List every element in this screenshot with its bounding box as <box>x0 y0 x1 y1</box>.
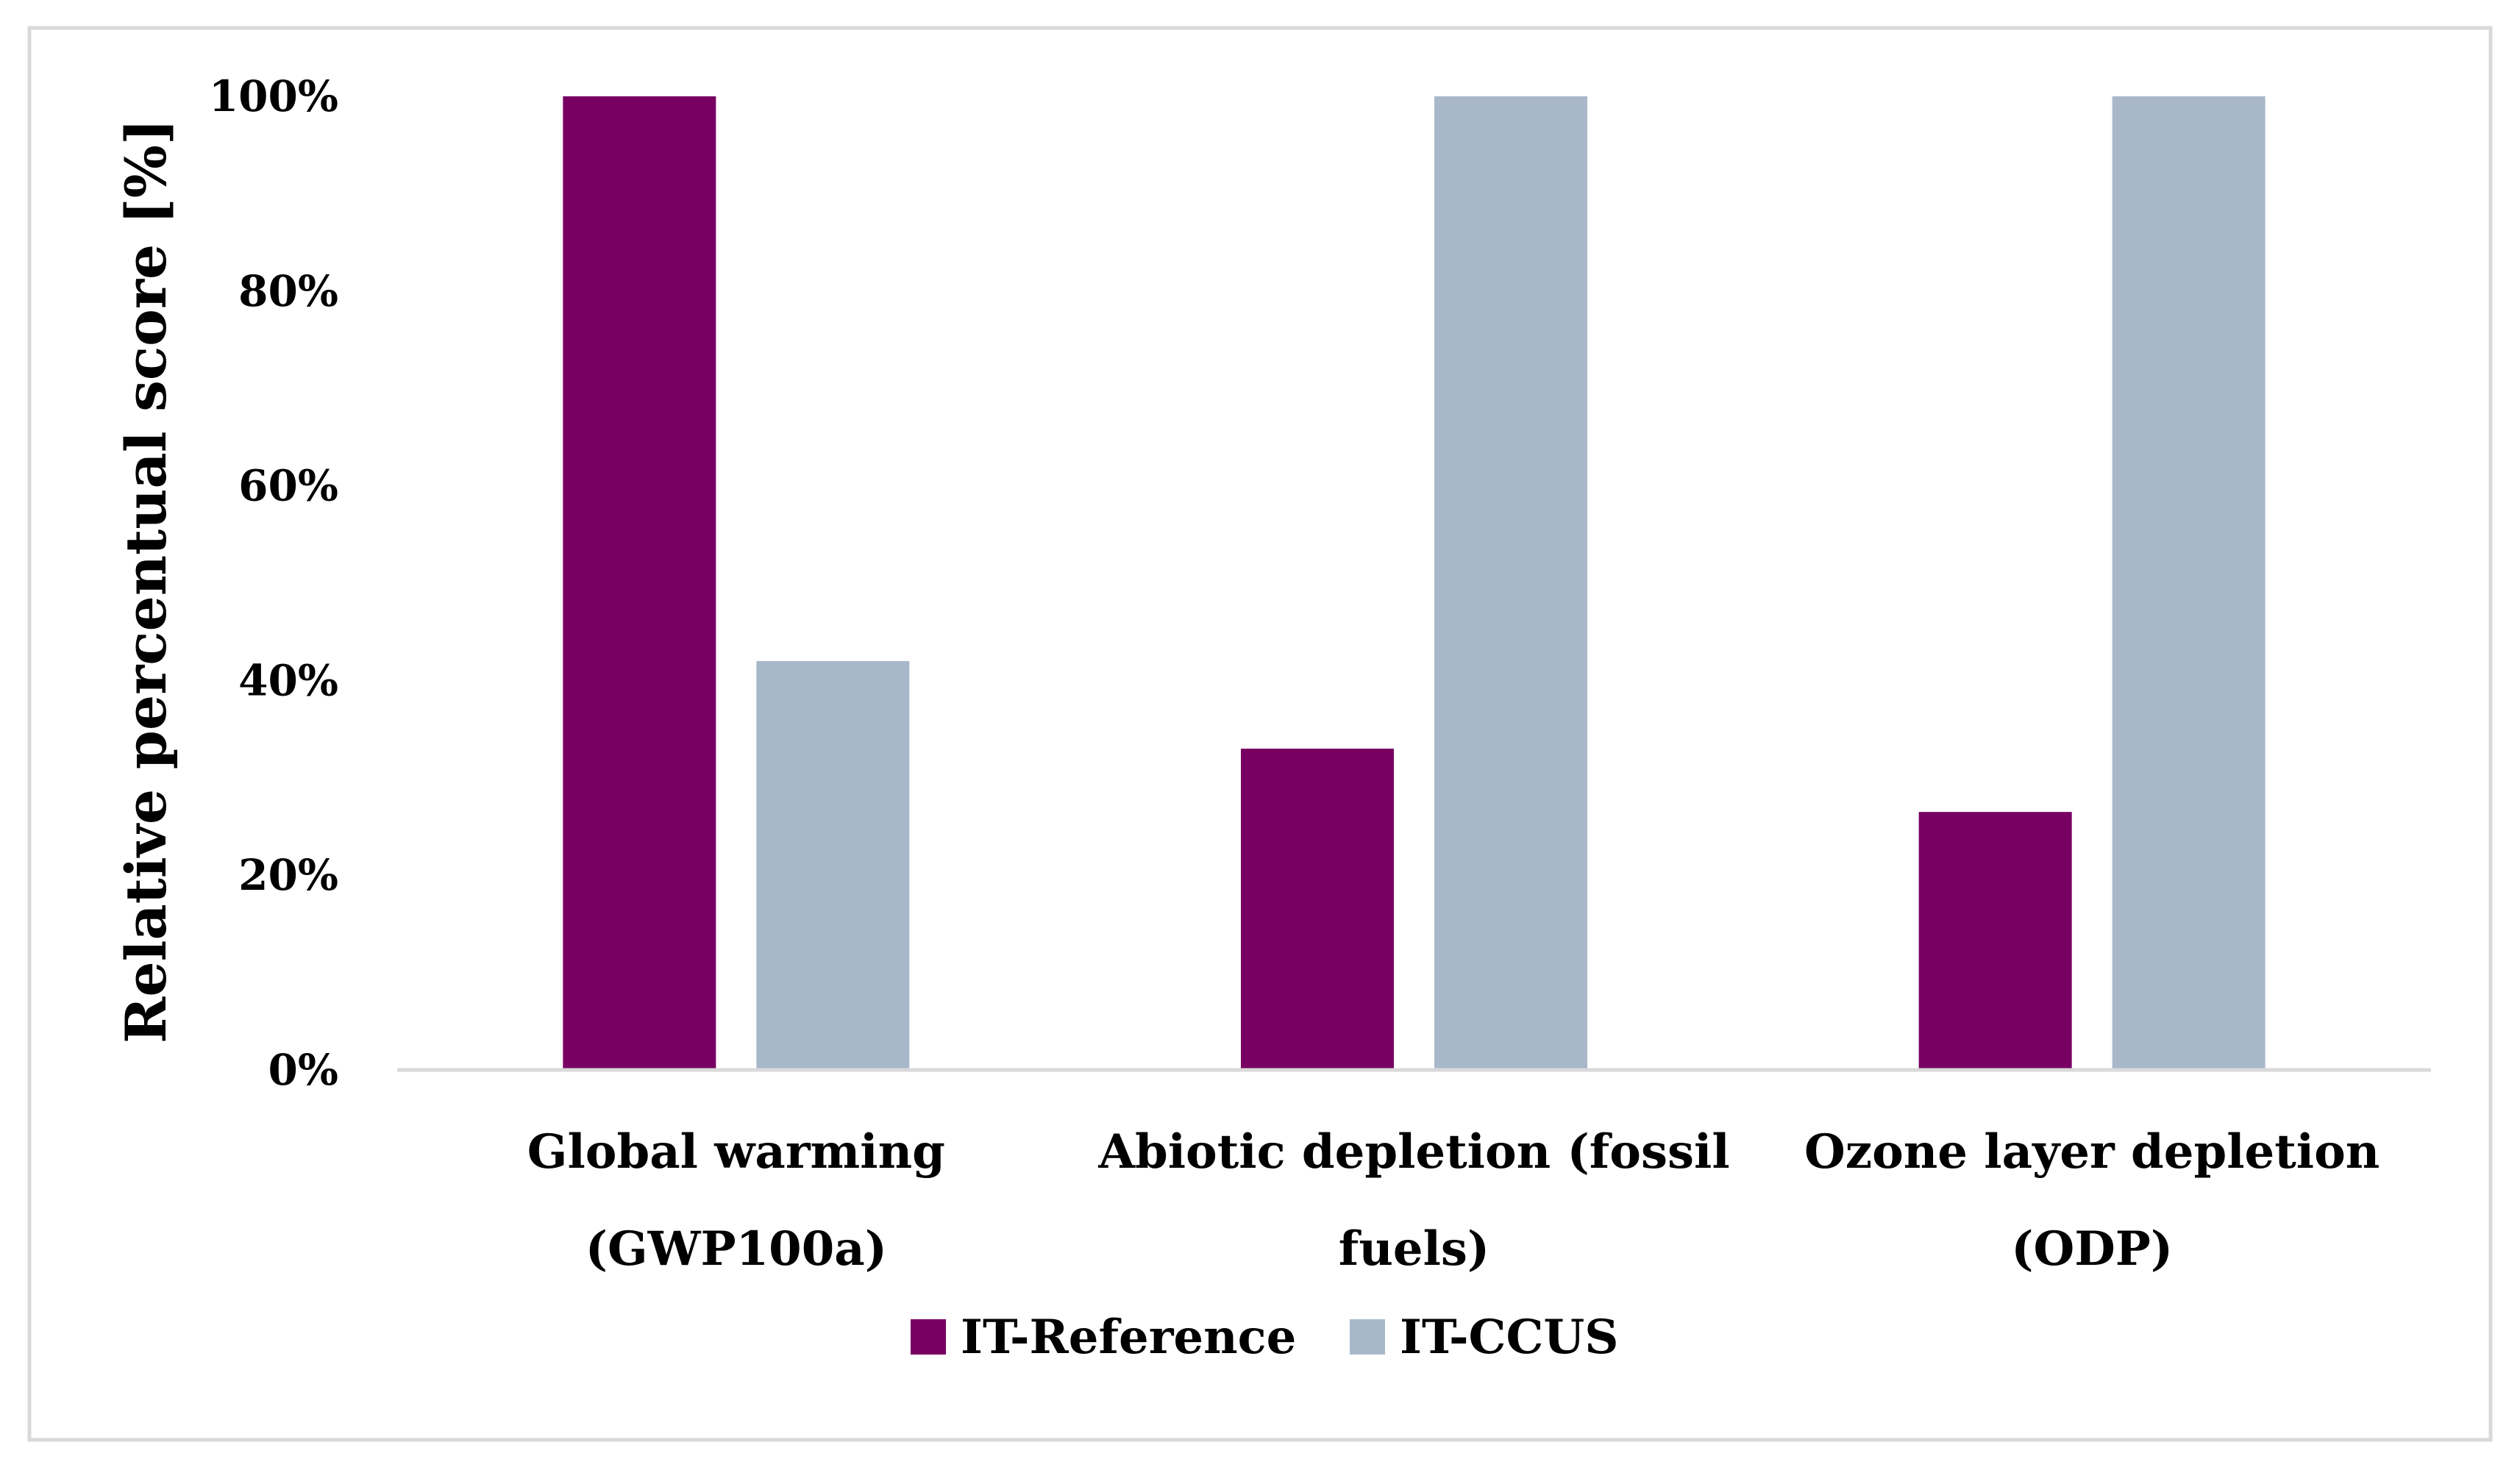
bar-it-ccus-0 <box>756 660 910 1070</box>
bar-it-ccus-1 <box>1434 96 1587 1070</box>
category-label: (GWP100a) <box>585 1221 887 1277</box>
category-label: Ozone layer depletion <box>1804 1124 2380 1180</box>
bar-it-reference-1 <box>1241 749 1394 1070</box>
bars <box>563 96 2265 1070</box>
y-tick-label: 100% <box>209 71 338 121</box>
legend: IT-Reference IT-CCUS <box>911 1310 1618 1365</box>
legend-swatch <box>911 1319 946 1355</box>
y-tick-label: 80% <box>238 266 338 316</box>
legend-label: IT-CCUS <box>1400 1310 1618 1365</box>
category-label: fuels) <box>1339 1221 1489 1277</box>
category-label: Global warming <box>527 1124 945 1180</box>
legend-swatch <box>1350 1319 1385 1355</box>
y-tick-label: 20% <box>238 850 338 900</box>
y-axis-ticks: 0% 20% 40% 60% 80% 100% <box>209 71 338 1095</box>
bar-it-ccus-2 <box>2112 96 2265 1070</box>
y-tick-label: 60% <box>238 461 338 511</box>
y-tick-label: 40% <box>238 655 338 705</box>
bar-it-reference-0 <box>563 96 716 1070</box>
chart-frame <box>27 26 2493 1442</box>
bar-it-reference-2 <box>1918 812 2072 1070</box>
y-axis-title: Relative percentual score [%] <box>113 118 179 1043</box>
category-labels: Global warming (GWP100a) Abiotic depletion… <box>527 1124 2380 1277</box>
y-tick-label: 0% <box>268 1045 338 1095</box>
category-label: (ODP) <box>2011 1221 2173 1277</box>
legend-label: IT-Reference <box>961 1310 1296 1365</box>
category-label: Abiotic depletion (fossil <box>1097 1124 1729 1180</box>
